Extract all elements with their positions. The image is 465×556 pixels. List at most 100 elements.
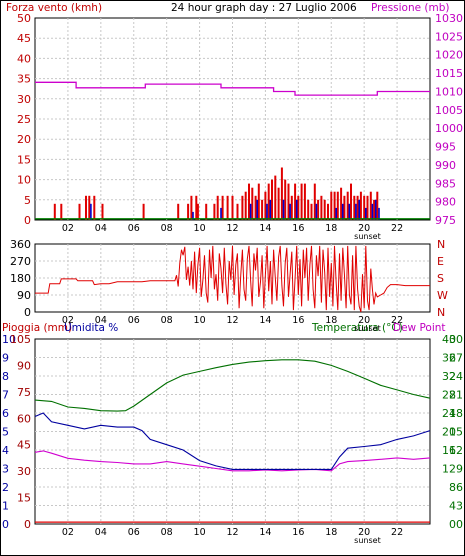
- humidity-tick-label: 0: [24, 518, 31, 531]
- pressure-axis-title: Pressione (mb): [371, 2, 450, 14]
- temperature-axis-title: Temperatura (°C): [311, 322, 403, 334]
- humidity-tick-label: 60: [17, 412, 31, 425]
- wind-gust-bar: [343, 195, 346, 220]
- x-tick-label: 08: [161, 223, 173, 234]
- wind-tick-label: 50: [17, 12, 31, 25]
- wind-gust-bar: [369, 191, 372, 220]
- wind-speed-bar: [371, 203, 374, 220]
- x-tick-label: 06: [128, 223, 140, 234]
- x-tick-label: 22: [391, 223, 403, 234]
- wind-tick-label: 45: [17, 32, 31, 45]
- humidity-line: [34, 412, 431, 470]
- x-tick-label: 22: [391, 315, 403, 326]
- wind-gust-bar: [346, 191, 349, 220]
- wind-speed-bar: [335, 207, 337, 220]
- compass-tick-label: W: [437, 289, 448, 302]
- temperature-tick-label: 20: [442, 426, 456, 439]
- dewpoint-tick-label: 21: [449, 389, 463, 402]
- wind-gust-bar: [280, 167, 283, 220]
- wind-gust-bar: [257, 183, 260, 220]
- temperature-tick-label: 16: [442, 444, 456, 457]
- x-tick-label: 10: [194, 223, 206, 234]
- wind-gust-bar: [350, 183, 352, 220]
- wind-tick-label: 30: [17, 93, 31, 106]
- rain-tick-label: 4: [2, 444, 9, 457]
- wind-gust-bar: [294, 183, 297, 220]
- wind-gust-bar: [340, 187, 343, 220]
- dewpoint-axis-title: Dew Point: [393, 322, 446, 334]
- x-tick-label: 14: [259, 527, 271, 538]
- dewpoint-tick-label: 12: [449, 444, 463, 457]
- x-tick-label: 12: [226, 315, 238, 326]
- wind-gust-bar: [60, 203, 63, 220]
- wind-tick-label: 35: [17, 73, 31, 86]
- x-tick-label: 22: [391, 527, 403, 538]
- x-tick-label: 14: [259, 315, 271, 326]
- x-tick-label: 08: [161, 527, 173, 538]
- wind-gust-bar: [236, 203, 239, 220]
- rain-tick-label: 8: [2, 370, 9, 383]
- wind-gust-bar: [231, 195, 234, 220]
- compass-tick-label: E: [437, 255, 444, 268]
- x-tick-label: 10: [194, 315, 206, 326]
- dewpoint-tick-label: 9: [456, 463, 463, 476]
- x-tick-label: 20: [358, 315, 370, 326]
- chart-title: 24 hour graph day : 27 Luglio 2006: [171, 2, 357, 14]
- x-tick-label: 12: [226, 527, 238, 538]
- x-tick-label: 18: [325, 223, 337, 234]
- wind-gust-bar: [205, 203, 208, 220]
- wind-speed-bar: [289, 203, 291, 220]
- x-tick-label: 20: [358, 223, 370, 234]
- sunset-label: sunset: [354, 536, 381, 545]
- wind-speed-bar: [348, 203, 351, 220]
- dewpoint-tick-label: 27: [449, 352, 463, 365]
- rain-tick-label: 9: [2, 352, 9, 365]
- compass-tick-label: N: [437, 238, 445, 251]
- wind-tick-label: 5: [24, 194, 31, 207]
- wind-gust-bar: [244, 191, 247, 220]
- pressure-tick-label: 980: [435, 196, 456, 209]
- direction-tick-label: 270: [10, 255, 31, 268]
- wind-tick-label: 20: [17, 133, 31, 146]
- humidity-tick-label: 75: [17, 386, 31, 399]
- wind-speed-bar: [295, 199, 298, 220]
- wind-gust-bar: [303, 183, 306, 220]
- temperature-tick-label: 8: [449, 481, 456, 494]
- x-tick-label: 10: [194, 527, 206, 538]
- wind-speed-bar: [365, 207, 367, 220]
- wind-speed-bar: [266, 203, 268, 220]
- dewpoint-tick-label: 3: [456, 500, 463, 513]
- dew-point-line: [34, 450, 431, 472]
- sunset-label: sunset: [354, 232, 381, 241]
- rain-tick-label: 3: [2, 463, 9, 476]
- wind-speed-bar: [220, 207, 222, 220]
- x-tick-label: 04: [95, 527, 107, 538]
- wind-gust-bar: [307, 199, 310, 220]
- wind-gust-bar: [190, 195, 193, 220]
- compass-tick-label: N: [437, 306, 445, 319]
- x-tick-label: 02: [62, 527, 74, 538]
- sunset-label: sunset: [354, 324, 381, 333]
- pressure-tick-label: 985: [435, 177, 456, 190]
- wind-gust-bar: [196, 203, 199, 220]
- wind-gust-bar: [142, 203, 145, 220]
- x-tick-label: 02: [62, 223, 74, 234]
- wind-speed-bar: [269, 199, 272, 220]
- x-tick-label: 06: [128, 527, 140, 538]
- wind-speed-bar: [192, 211, 194, 220]
- wind-gust-bar: [290, 195, 293, 220]
- rain-tick-label: 6: [2, 407, 9, 420]
- wind-gust-bar: [267, 183, 270, 220]
- x-tick-label: 06: [128, 315, 140, 326]
- wind-gust-bar: [274, 175, 277, 220]
- dewpoint-tick-label: 15: [449, 426, 463, 439]
- wind-gust-bar: [271, 179, 273, 220]
- wind-gust-bar: [297, 195, 300, 220]
- wind-direction-line: [35, 245, 430, 313]
- dewpoint-tick-label: 18: [449, 407, 463, 420]
- rain-axis-title: Pioggia (mm): [2, 322, 72, 334]
- wind-gust-bar: [226, 195, 229, 220]
- wind-gust-bar: [330, 191, 333, 220]
- rain-tick-label: 10: [2, 333, 16, 346]
- temperature-line: [34, 359, 431, 412]
